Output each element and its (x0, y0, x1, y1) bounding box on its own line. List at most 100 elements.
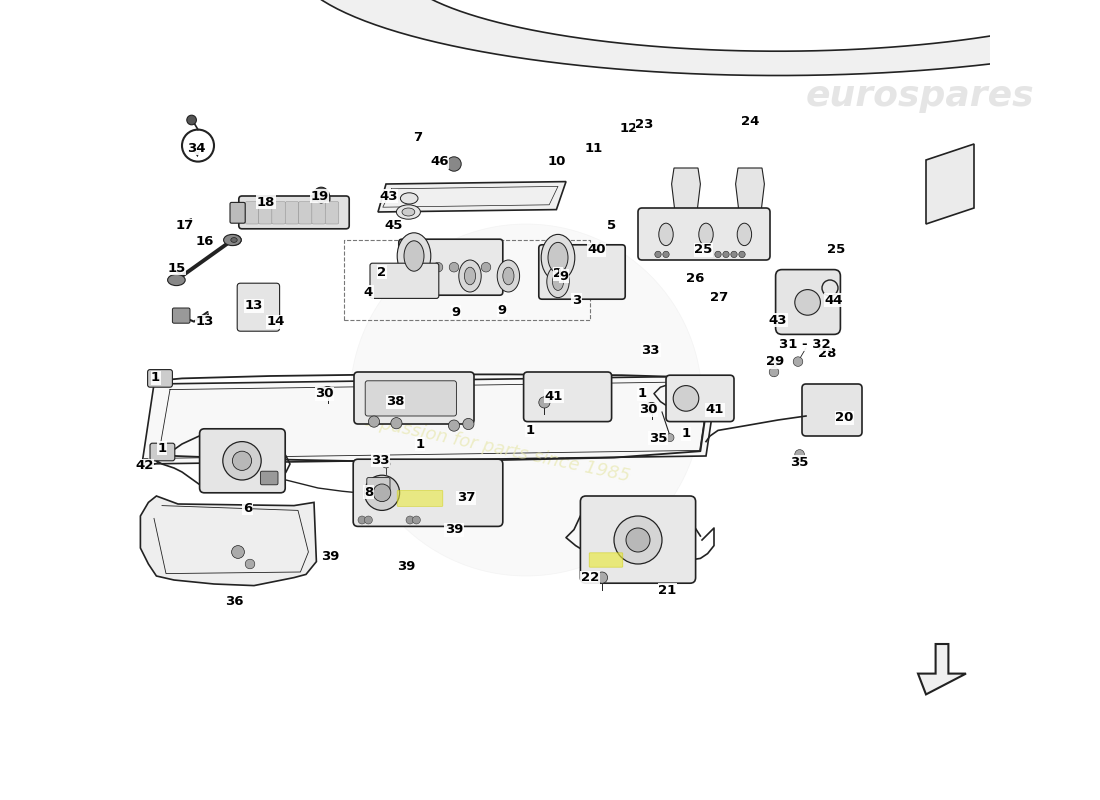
Circle shape (232, 451, 252, 470)
FancyBboxPatch shape (397, 490, 443, 506)
Circle shape (223, 442, 261, 480)
Text: 8: 8 (364, 486, 373, 498)
Text: 24: 24 (740, 115, 759, 128)
Text: 29: 29 (767, 355, 784, 368)
FancyBboxPatch shape (354, 372, 474, 424)
FancyBboxPatch shape (524, 372, 612, 422)
Polygon shape (142, 376, 718, 464)
FancyBboxPatch shape (245, 202, 258, 224)
FancyBboxPatch shape (370, 263, 439, 298)
Polygon shape (736, 168, 764, 248)
Text: 33: 33 (641, 344, 660, 357)
Text: 34: 34 (187, 142, 206, 154)
FancyBboxPatch shape (261, 471, 278, 485)
Text: 22: 22 (581, 571, 600, 584)
Text: 43: 43 (769, 314, 788, 326)
Ellipse shape (459, 260, 481, 292)
Circle shape (449, 262, 459, 272)
Circle shape (141, 458, 152, 470)
Circle shape (481, 262, 491, 272)
FancyBboxPatch shape (365, 381, 456, 416)
Text: 39: 39 (444, 523, 463, 536)
Text: 31 - 32: 31 - 32 (780, 338, 830, 350)
Text: 13: 13 (245, 299, 263, 312)
Circle shape (412, 516, 420, 524)
FancyBboxPatch shape (802, 384, 862, 436)
Polygon shape (918, 644, 966, 694)
Ellipse shape (659, 223, 673, 246)
Text: 1: 1 (637, 387, 647, 400)
FancyBboxPatch shape (258, 202, 272, 224)
Ellipse shape (497, 260, 519, 292)
Circle shape (406, 516, 414, 524)
Text: 44: 44 (825, 294, 844, 306)
Text: 16: 16 (195, 235, 213, 248)
FancyBboxPatch shape (539, 245, 625, 299)
Ellipse shape (223, 234, 241, 246)
Circle shape (723, 251, 729, 258)
Text: 10: 10 (547, 155, 565, 168)
Text: 40: 40 (587, 243, 606, 256)
Circle shape (539, 397, 550, 408)
FancyBboxPatch shape (590, 553, 623, 567)
Circle shape (463, 418, 474, 430)
Text: 39: 39 (397, 560, 415, 573)
Text: 3: 3 (572, 294, 581, 306)
FancyBboxPatch shape (150, 443, 175, 461)
Text: 20: 20 (835, 411, 854, 424)
Circle shape (769, 357, 779, 366)
Circle shape (350, 224, 702, 576)
Circle shape (654, 251, 661, 258)
Circle shape (626, 528, 650, 552)
Text: 41: 41 (705, 403, 724, 416)
Ellipse shape (231, 238, 238, 242)
Text: 18: 18 (256, 196, 275, 209)
Text: 23: 23 (635, 118, 653, 130)
Text: 9: 9 (559, 270, 569, 282)
Text: 35: 35 (791, 456, 808, 469)
Circle shape (596, 572, 607, 583)
Text: 4: 4 (364, 286, 373, 298)
Text: 46: 46 (430, 155, 449, 168)
Text: 2: 2 (553, 267, 562, 280)
Text: 21: 21 (659, 584, 676, 597)
Circle shape (405, 262, 415, 272)
Text: 39: 39 (321, 550, 339, 562)
Text: 1: 1 (416, 438, 425, 450)
Text: 11: 11 (585, 142, 603, 154)
Circle shape (373, 484, 390, 502)
Ellipse shape (402, 208, 415, 216)
FancyBboxPatch shape (230, 202, 245, 223)
Text: 43: 43 (379, 190, 398, 202)
Ellipse shape (464, 267, 475, 285)
Circle shape (187, 115, 197, 125)
Text: 1: 1 (526, 424, 535, 437)
Ellipse shape (698, 223, 713, 246)
FancyBboxPatch shape (366, 478, 390, 495)
Text: 35: 35 (649, 432, 668, 445)
Circle shape (614, 516, 662, 564)
Circle shape (433, 262, 443, 272)
Ellipse shape (737, 223, 751, 246)
Circle shape (245, 559, 255, 569)
Circle shape (364, 516, 373, 524)
Text: 15: 15 (167, 262, 186, 274)
Circle shape (364, 475, 399, 510)
FancyBboxPatch shape (638, 208, 770, 260)
Circle shape (730, 251, 737, 258)
Circle shape (673, 386, 698, 411)
Circle shape (447, 157, 461, 171)
Text: 6: 6 (243, 502, 252, 514)
FancyBboxPatch shape (776, 270, 840, 334)
Text: 45: 45 (384, 219, 403, 232)
Circle shape (663, 251, 669, 258)
Ellipse shape (312, 187, 330, 210)
Ellipse shape (397, 233, 431, 279)
Circle shape (769, 367, 779, 377)
Circle shape (232, 546, 244, 558)
Text: 33: 33 (371, 454, 389, 466)
Text: 17: 17 (175, 219, 194, 232)
Ellipse shape (548, 242, 568, 273)
Text: 12: 12 (619, 122, 638, 134)
Circle shape (646, 402, 657, 414)
